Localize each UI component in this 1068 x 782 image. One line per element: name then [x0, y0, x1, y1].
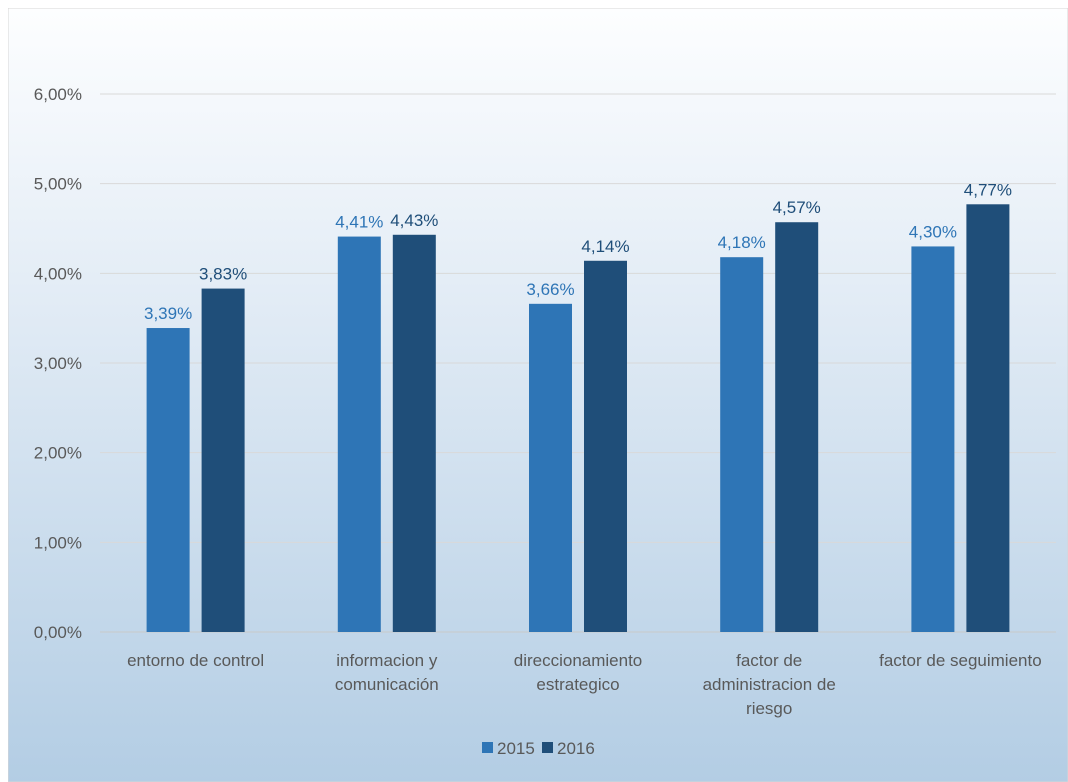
y-tick-label: 4,00%: [34, 264, 82, 283]
category-label: direccionamiento: [514, 651, 643, 670]
data-label-2015: 3,66%: [526, 280, 574, 299]
data-label-2016: 4,14%: [581, 237, 629, 256]
bar-2015: [337, 236, 381, 632]
bar-2015: [529, 303, 572, 632]
data-label-2015: 4,41%: [335, 213, 383, 232]
bar-2016: [201, 288, 245, 632]
y-axis-ticks: 0,00% 1,00% 2,00% 3,00% 4,00% 5,00% 6,00%: [34, 85, 82, 642]
legend: 2015 2016: [482, 739, 595, 758]
category-label: comunicación: [335, 675, 439, 694]
category-label: informacion y: [336, 651, 438, 670]
data-label-2016: 4,77%: [964, 180, 1012, 199]
bar-2015: [911, 246, 955, 632]
data-label-2016: 4,43%: [390, 211, 438, 230]
bar-2015: [720, 257, 764, 632]
bars: [146, 204, 1010, 633]
category-label: factor de: [736, 651, 802, 670]
chart-container: 0,00% 1,00% 2,00% 3,00% 4,00% 5,00% 6,00% 3,39…: [8, 8, 1068, 782]
data-label-2015: 4,18%: [718, 233, 766, 252]
bar-chart: 0,00% 1,00% 2,00% 3,00% 4,00% 5,00% 6,00% 3,39…: [8, 8, 1068, 782]
y-tick-label: 2,00%: [34, 444, 82, 463]
data-label-2015: 3,39%: [144, 304, 192, 323]
category-label: riesgo: [746, 699, 792, 718]
category-label: estrategico: [536, 675, 619, 694]
legend-label-2016: 2016: [557, 739, 595, 758]
legend-swatch-2016: [542, 742, 553, 753]
data-label-2016: 3,83%: [199, 265, 247, 284]
y-tick-label: 6,00%: [34, 85, 82, 104]
bar-2016: [775, 222, 819, 632]
category-label: entorno de control: [127, 651, 264, 670]
data-label-2015: 4,30%: [909, 222, 957, 241]
gridlines: [100, 93, 1056, 633]
legend-label-2015: 2015: [497, 739, 535, 758]
category-label: factor de seguimiento: [879, 651, 1042, 670]
y-tick-label: 5,00%: [34, 175, 82, 194]
category-label: administracion de: [703, 675, 836, 694]
bar-2016: [584, 260, 627, 632]
y-tick-label: 3,00%: [34, 354, 82, 373]
bar-2015: [146, 328, 190, 632]
legend-swatch-2015: [482, 742, 493, 753]
bar-2016: [392, 234, 436, 632]
data-label-2016: 4,57%: [773, 198, 821, 217]
data-labels: 3,39% 3,83% 4,41% 4,43% 3,66% 4,14% 4,18% 4,57%…: [144, 180, 1012, 323]
bar-2016: [966, 204, 1010, 633]
category-labels: entorno de control informacion y comunicac…: [127, 651, 1042, 718]
y-tick-label: 1,00%: [34, 533, 82, 552]
y-tick-label: 0,00%: [34, 623, 82, 642]
